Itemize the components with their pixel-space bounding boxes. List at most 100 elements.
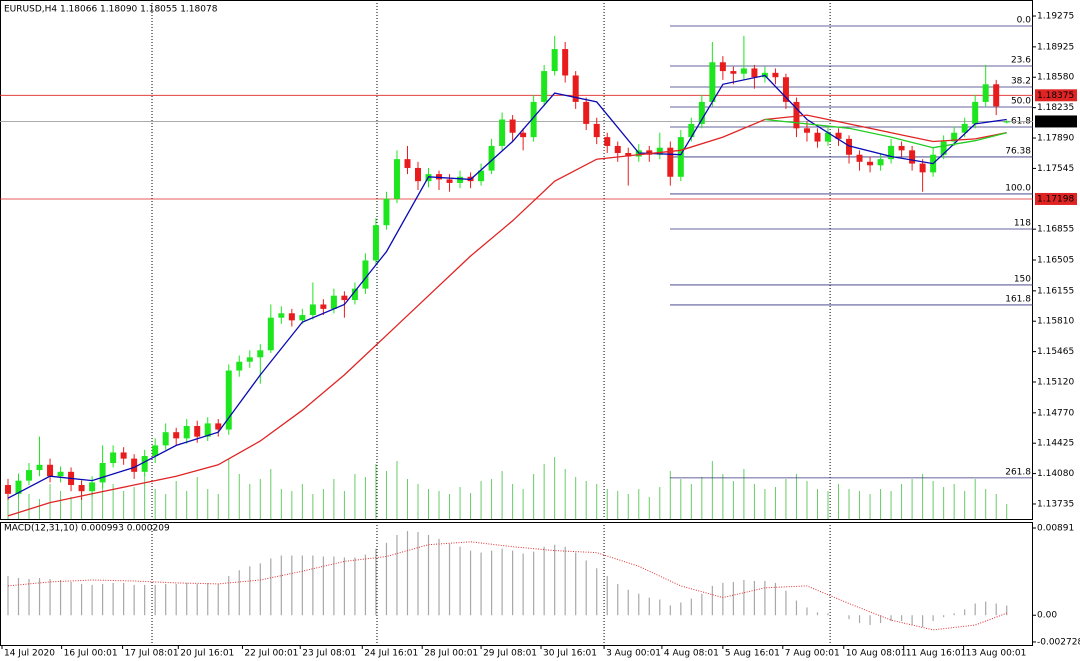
candle-body	[803, 128, 810, 133]
price-label: 1.18375	[1037, 91, 1074, 101]
candle-body	[162, 432, 169, 446]
candle-body	[404, 159, 411, 168]
candle-body	[362, 260, 369, 289]
candle-body	[740, 68, 747, 74]
candle-body	[194, 426, 201, 437]
candle-body	[215, 423, 222, 430]
y-tick-label: 1.13735	[1037, 499, 1074, 509]
fibo-label: 76.38	[1005, 146, 1031, 156]
macd-title: MACD(12,31,10) 0.000993 0.000209	[4, 524, 170, 534]
candle-body	[341, 295, 348, 301]
moving-average	[764, 118, 1007, 149]
candle-body	[488, 145, 495, 171]
candle-body	[478, 170, 485, 182]
candle-body	[951, 132, 958, 142]
candle-body	[446, 179, 453, 183]
candle-body	[299, 315, 306, 321]
x-tick-label: 29 Jul 08:01	[483, 649, 537, 659]
candle-body	[278, 313, 285, 318]
price-label-box	[1035, 115, 1077, 128]
candle-body	[793, 101, 800, 129]
price-label: 1.17198	[1037, 194, 1074, 204]
chart-title: EURUSD,H4 1.18066 1.18090 1.18055 1.1807…	[4, 5, 218, 15]
candle-body	[972, 101, 979, 124]
candle-body	[26, 470, 33, 481]
moving-average	[7, 114, 1007, 517]
x-tick-label: 23 Jul 08:01	[302, 649, 356, 659]
candle-body	[688, 123, 695, 138]
candle-body	[141, 455, 148, 472]
candle-body	[351, 288, 358, 301]
candle-body	[656, 147, 663, 155]
candle-body	[719, 62, 726, 72]
fibo-label: 0.0	[1017, 15, 1032, 25]
x-tick-label: 13 Aug 00:01	[966, 649, 1027, 659]
candle-body	[940, 141, 947, 155]
y-tick-label: 1.14080	[1037, 469, 1074, 479]
candle-body	[436, 174, 443, 180]
candle-body	[47, 464, 54, 477]
candle-body	[572, 75, 579, 102]
x-tick-label: 5 Aug 16:01	[725, 649, 780, 659]
y-tick-label: 1.15810	[1037, 317, 1074, 327]
fibo-label: 38.2	[1011, 77, 1031, 87]
x-tick-label: 24 Jul 16:01	[364, 649, 418, 659]
candle-body	[78, 485, 85, 492]
candle-body	[288, 313, 295, 321]
y-tick-label: 1.14425	[1037, 439, 1074, 449]
candle-body	[509, 119, 516, 133]
y-tick-label: -0.002728	[1037, 637, 1080, 647]
candle-body	[36, 464, 43, 471]
candle-body	[457, 176, 464, 183]
y-tick-label: 1.18580	[1037, 73, 1074, 83]
fibo-label: 23.6	[1011, 55, 1031, 65]
candle-body	[225, 370, 232, 430]
candle-body	[846, 138, 853, 155]
candle-body	[246, 357, 253, 362]
candle-body	[625, 152, 632, 157]
candle-body	[110, 452, 117, 464]
x-tick-label: 11 Aug 16:01	[906, 649, 967, 659]
macd-panel	[0, 522, 1033, 646]
candle-body	[782, 77, 789, 102]
y-tick-label: 0.00	[1037, 611, 1057, 621]
y-tick-label: 1.16855	[1037, 225, 1074, 235]
x-tick-label: 30 Jul 16:01	[543, 649, 597, 659]
macd-signal	[7, 541, 1007, 631]
x-tick-label: 20 Jul 16:01	[180, 649, 234, 659]
candle-body	[414, 167, 421, 182]
x-tick-label: 28 Jul 00:01	[424, 649, 478, 659]
fibo-label: 50.0	[1011, 97, 1031, 107]
candle-body	[909, 150, 916, 164]
candle-body	[309, 304, 316, 316]
x-tick-label: 14 Jul 2020	[4, 649, 55, 659]
candle-body	[383, 198, 390, 226]
candle-body	[698, 101, 705, 124]
candle-body	[814, 132, 821, 142]
candle-body	[824, 132, 831, 142]
x-tick-label: 3 Aug 00:01	[606, 649, 661, 659]
candle-body	[499, 119, 506, 146]
y-tick-label: 1.15465	[1037, 347, 1074, 357]
y-tick-label: 1.19275	[1037, 12, 1074, 22]
candle-body	[551, 49, 558, 72]
price-label-box	[1035, 89, 1077, 102]
candle-body	[131, 458, 138, 472]
y-tick-label: 1.16155	[1037, 286, 1074, 296]
fibo-label: 100.0	[1005, 183, 1031, 193]
candle-body	[919, 163, 926, 173]
candle-body	[541, 71, 548, 102]
candle-body	[330, 295, 337, 309]
y-tick-label: 1.17890	[1037, 134, 1074, 144]
candle-body	[57, 471, 64, 477]
price-label: 1.18078	[1037, 117, 1074, 127]
candle-body	[593, 123, 600, 138]
candle-body	[562, 49, 569, 76]
candle-body	[835, 132, 842, 139]
candle-body	[867, 161, 874, 166]
candle-body	[709, 62, 716, 102]
candle-body	[667, 147, 674, 177]
x-tick-label: 22 Jul 00:01	[244, 649, 298, 659]
candle-body	[89, 482, 96, 492]
